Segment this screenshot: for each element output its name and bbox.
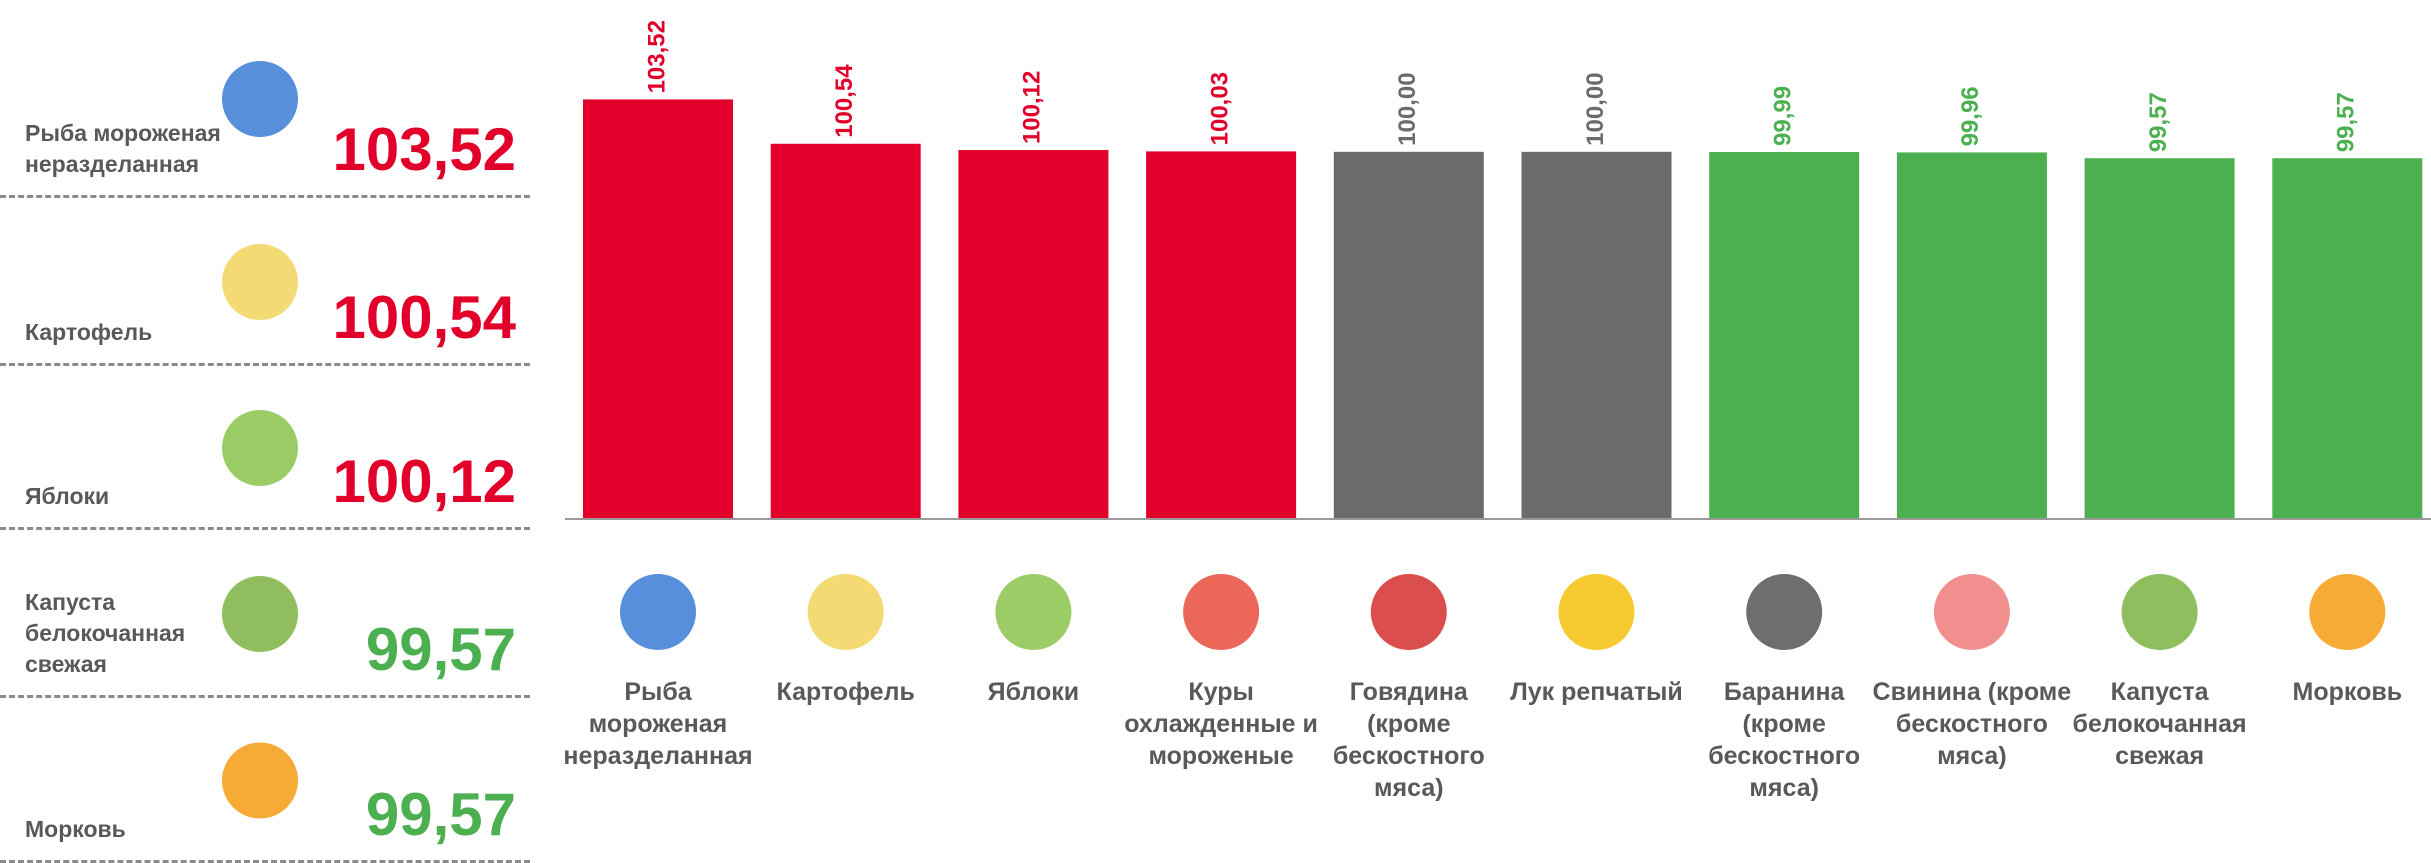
separator xyxy=(0,363,530,366)
highlight-name: Яблоки xyxy=(25,483,110,509)
icon xyxy=(222,244,298,320)
separator xyxy=(0,695,530,698)
bar xyxy=(958,150,1109,518)
highlight-name: Капуста белокочанная свежая xyxy=(25,589,186,677)
category-label: Картофель xyxy=(776,678,915,706)
icon xyxy=(222,410,298,486)
icon xyxy=(1933,574,2010,650)
bar xyxy=(2272,158,2423,519)
bar xyxy=(1146,151,1297,518)
highlight-row: Картофель 100,54 xyxy=(0,198,530,366)
highlight-value: 100,54 xyxy=(332,284,516,351)
value-label: 100,03 xyxy=(1206,72,1233,145)
category-label: Свинина (кроме бескостного мяса) xyxy=(1872,678,2072,770)
separator xyxy=(0,527,530,530)
value-label: 99,96 xyxy=(1957,86,1984,146)
value-label: 100,54 xyxy=(831,64,858,138)
value-label: 103,52 xyxy=(643,20,670,93)
bar xyxy=(2084,158,2235,519)
icon xyxy=(807,574,884,650)
highlight-row: Морковь 99,57 xyxy=(0,698,530,863)
icon xyxy=(1558,574,1635,650)
value-label: 99,57 xyxy=(2333,92,2360,152)
category-label: Яблоки xyxy=(987,678,1080,706)
category-label: Капуста белокочанная свежая xyxy=(2072,678,2247,770)
icon xyxy=(222,576,298,652)
highlight-value: 99,57 xyxy=(365,781,516,848)
bar xyxy=(1896,152,2047,519)
icon xyxy=(1370,574,1447,650)
highlight-value: 99,57 xyxy=(365,616,516,683)
separator xyxy=(0,860,530,863)
highlight-name: Рыба мороженая неразделанная xyxy=(25,120,221,177)
value-label: 100,00 xyxy=(1394,72,1421,145)
value-label: 99,57 xyxy=(2145,92,2172,152)
highlight-row: Капуста белокочанная свежая 99,57 xyxy=(0,530,530,698)
icon xyxy=(2309,574,2386,650)
value-label: 100,12 xyxy=(1019,71,1046,144)
highlight-name: Морковь xyxy=(25,816,126,842)
highlight-value: 100,12 xyxy=(332,448,516,515)
highlight-row: Рыба мороженая неразделанная 103,52 xyxy=(0,0,530,198)
bar xyxy=(1709,151,1860,518)
category-label: Говядина (кроме бескостного мяса) xyxy=(1332,678,1485,802)
bar xyxy=(1521,151,1672,519)
bar xyxy=(1333,151,1484,519)
icon xyxy=(995,574,1072,650)
icon xyxy=(1183,574,1260,650)
icon xyxy=(2121,574,2198,650)
icon xyxy=(222,742,298,819)
bar xyxy=(583,99,733,518)
category-label: Морковь xyxy=(2292,678,2403,706)
highlight-value: 103,52 xyxy=(332,116,516,183)
icon xyxy=(222,61,298,137)
highlight-row: Яблоки 100,12 xyxy=(0,366,530,530)
category-label: Рыба мороженая неразделанная xyxy=(563,678,753,770)
category-label: Баранина (кроме бескостного мяса) xyxy=(1708,678,1861,802)
category-label: Куры охлажденные и мороженые xyxy=(1124,678,1318,770)
bar xyxy=(770,143,921,518)
icon xyxy=(620,574,696,650)
icon xyxy=(1746,574,1823,650)
value-label: 100,00 xyxy=(1582,72,1609,145)
highlight-name: Картофель xyxy=(25,319,153,345)
category-label: Лук репчатый xyxy=(1510,678,1683,706)
separator xyxy=(0,195,530,198)
value-label: 99,99 xyxy=(1770,86,1797,146)
